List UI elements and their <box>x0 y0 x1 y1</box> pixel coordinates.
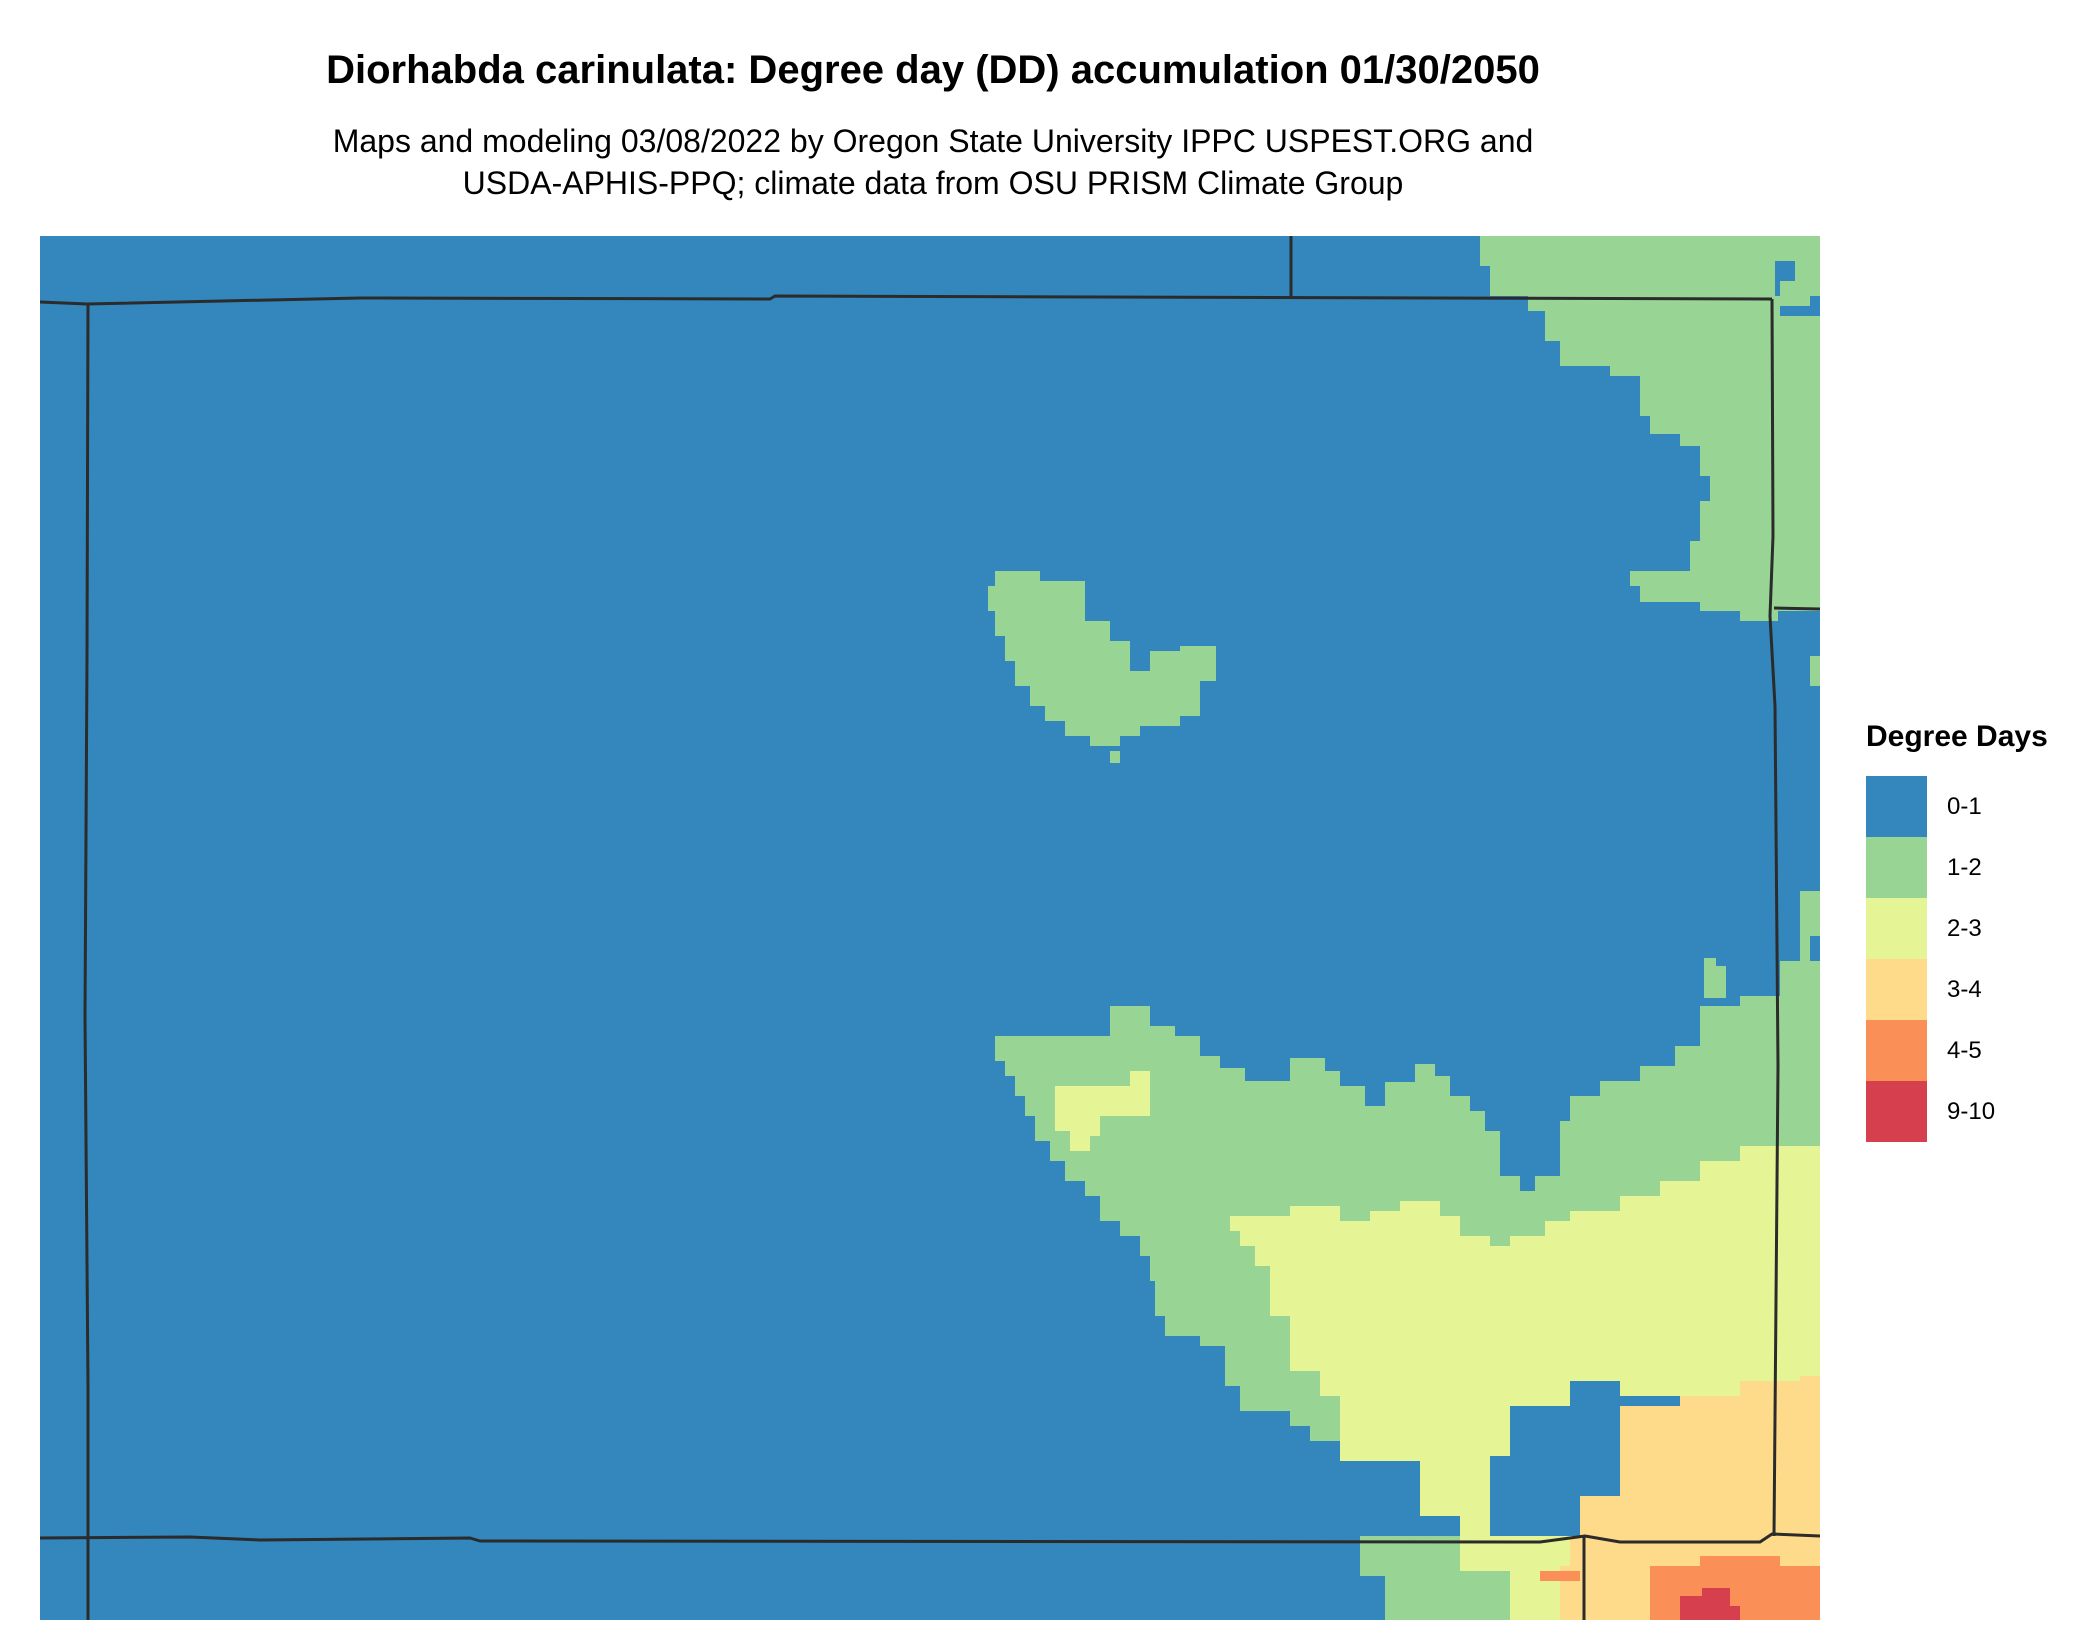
west-border-line <box>83 303 90 1620</box>
south-border-line <box>40 1532 1820 1544</box>
legend-item: 9-10 <box>1866 1081 2048 1142</box>
east-notch-line <box>1773 606 1820 611</box>
zone-2-3-southeast-border <box>1460 1536 1570 1620</box>
legend-swatch <box>1866 1020 1927 1081</box>
legend-item: 1-2 <box>1866 837 2048 898</box>
zone-0-1-background <box>40 236 1820 1620</box>
legend-label: 4-5 <box>1947 1036 1982 1064</box>
subtitle-line-1: Maps and modeling 03/08/2022 by Oregon S… <box>332 123 1534 159</box>
zone-1-2-small-island-east <box>1704 958 1726 998</box>
legend-item: 3-4 <box>1866 959 2048 1020</box>
legend-title: Degree Days <box>1866 720 2048 753</box>
map-title: Diorhabda carinulata: Degree day (DD) ac… <box>326 48 1540 92</box>
legend-label: 1-2 <box>1947 853 1982 881</box>
legend-swatch <box>1866 1081 1927 1142</box>
legend: Degree Days 0-1 1-2 2-3 3-4 4-5 9-10 <box>1866 720 2048 1142</box>
zone-1-2-central-island <box>988 571 1216 746</box>
zone-1-2-isolated-pixel <box>1110 751 1120 763</box>
zone-9-10-hotspot <box>1680 1588 1740 1620</box>
legend-swatch <box>1866 837 1927 898</box>
legend-item: 4-5 <box>1866 1020 2048 1081</box>
legend-label: 9-10 <box>1947 1097 1996 1125</box>
zone-1-2-small-east-strip <box>1800 656 1820 976</box>
zone-1-2-northeast <box>1426 236 1820 621</box>
legend-item: 0-1 <box>1866 776 2048 837</box>
legend-label: 3-4 <box>1947 975 1982 1003</box>
zone-2-3-west-lobe <box>1055 1071 1150 1151</box>
legend-label: 0-1 <box>1947 792 1982 820</box>
degree-day-map <box>40 236 1820 1620</box>
zone-2-3-southern-region <box>1230 1146 1820 1536</box>
legend-swatch <box>1866 776 1927 837</box>
legend-item: 2-3 <box>1866 898 2048 959</box>
map-subtitle: Maps and modeling 03/08/2022 by Oregon S… <box>0 120 1866 204</box>
legend-swatch <box>1866 898 1927 959</box>
subtitle-line-2: USDA-APHIS-PPQ; climate data from OSU PR… <box>462 165 1404 201</box>
border-lines <box>40 236 1820 1620</box>
east-border-line <box>1768 298 1780 1537</box>
legend-swatch <box>1866 959 1927 1020</box>
legend-label: 2-3 <box>1947 914 1982 942</box>
zone-4-5-southeast <box>1540 1556 1820 1620</box>
